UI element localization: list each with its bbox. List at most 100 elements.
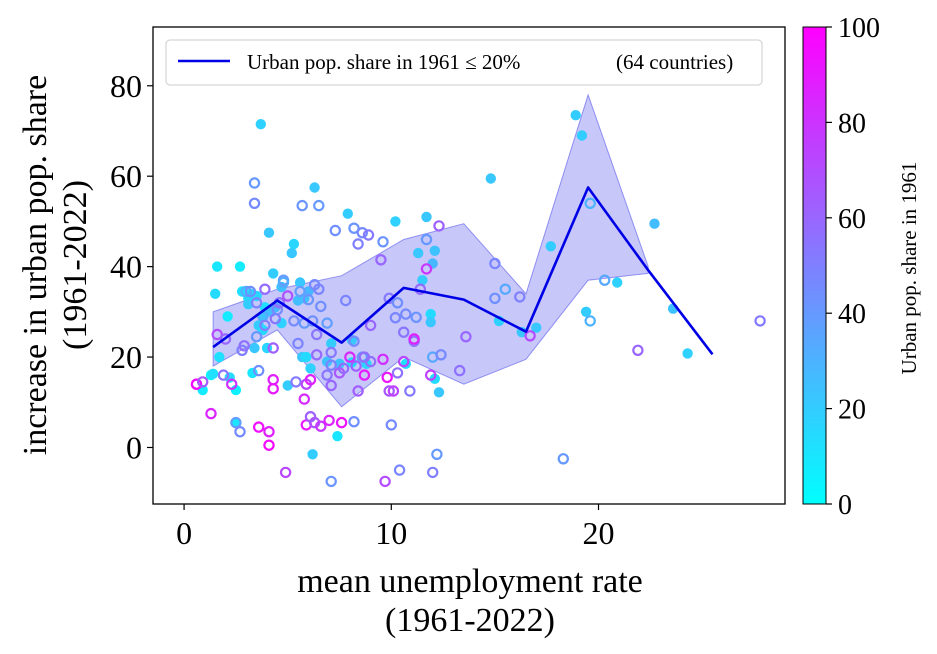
- scatter-point-filled: [580, 306, 592, 317]
- scatter-point-hollow: [290, 376, 302, 388]
- scatter-point-hollow: [282, 290, 294, 302]
- scatter-point-hollow: [454, 364, 466, 377]
- scatter-point-hollow: [379, 475, 391, 488]
- colorbar-tick-label: 0: [838, 490, 852, 521]
- plot-frame: [152, 26, 786, 505]
- scatter-point-hollow: [340, 294, 352, 307]
- scatter-point-hollow: [292, 337, 304, 350]
- scatter-point-filled: [234, 261, 246, 272]
- scatter-point-hollow: [348, 416, 360, 428]
- legend: Urban pop. share in 1961 ≤ 20% (64 count…: [165, 39, 763, 86]
- scatter-point-hollow: [240, 285, 252, 298]
- scatter-point-hollow: [325, 475, 337, 488]
- scatter-point-filled: [417, 275, 428, 286]
- scatter-point-hollow: [250, 297, 263, 309]
- colorbar-tick-label: 60: [838, 204, 866, 235]
- scatter-point-hollow: [404, 385, 416, 397]
- scatter-point-hollow: [325, 346, 337, 359]
- scatter-point-hollow: [377, 353, 389, 365]
- scatter-point-hollow: [288, 315, 300, 327]
- scatter-point-hollow: [219, 333, 232, 345]
- scatter-point-filled: [210, 288, 221, 299]
- scatter-point-hollow: [489, 292, 501, 304]
- scatter-point-hollow: [253, 421, 265, 433]
- scatter-point-hollow: [267, 383, 279, 395]
- scatter-point-hollow: [435, 349, 447, 361]
- scatter-point-hollow: [420, 263, 433, 275]
- colorbar-tick-label: 100: [838, 13, 880, 44]
- scatter-point-filled: [576, 130, 588, 141]
- scatter-point-filled: [305, 363, 316, 374]
- scatter-point-filled: [390, 216, 401, 227]
- scatter-point-hollow: [259, 283, 271, 295]
- scatter-point-filled: [433, 387, 445, 398]
- scatter-point-hollow: [248, 177, 261, 189]
- scatter-point-hollow: [259, 319, 271, 332]
- scatter-point-hollow: [348, 222, 360, 234]
- scatter-point-hollow: [398, 326, 410, 338]
- scatter-point-hollow: [362, 229, 375, 241]
- scatter-point-filled: [212, 261, 223, 272]
- colorbar-label: Urban pop. share in 1961: [897, 162, 921, 375]
- scatter-point-hollow: [205, 407, 217, 420]
- scatter-point-hollow: [364, 319, 377, 332]
- x-tick-label: 0: [176, 515, 192, 551]
- scatter-point-hollow: [211, 328, 223, 341]
- scatter-point-hollow: [217, 369, 230, 381]
- scatter-point-hollow: [238, 340, 250, 352]
- scatter-point-filled: [421, 211, 432, 223]
- scatter-point-hollow: [315, 420, 327, 432]
- scatter-point-filled: [222, 311, 233, 322]
- scatter-point-hollow: [248, 197, 261, 209]
- series-line: [212, 186, 714, 356]
- scatter-point-hollow: [389, 312, 402, 324]
- scatter-point-hollow: [337, 362, 350, 375]
- scatter-point-filled: [427, 258, 438, 269]
- scatter-point-hollow: [304, 374, 317, 386]
- scatter-point-hollow: [313, 199, 325, 212]
- scatter-point-filled: [263, 227, 275, 238]
- legend-count: (64 countries): [616, 50, 733, 74]
- scatter-point-hollow: [344, 351, 356, 363]
- scatter-point-filled: [429, 245, 440, 256]
- scatter-point-hollow: [352, 385, 364, 397]
- scatter-point-hollow: [311, 349, 323, 361]
- scatter-point-hollow: [420, 233, 433, 246]
- scatter-point-hollow: [387, 385, 400, 397]
- scatter-point-hollow: [431, 448, 443, 460]
- scatter-point-filled: [413, 247, 424, 259]
- scatter-point-hollow: [393, 464, 406, 476]
- scatter-point-filled: [247, 367, 258, 379]
- scatter-point-hollow: [253, 364, 265, 377]
- scatter-point-hollow: [377, 236, 389, 248]
- scatter-point-hollow: [329, 224, 341, 237]
- scatter-point-filled: [425, 308, 436, 320]
- scatter-point-hollow: [391, 367, 404, 379]
- scatter-point-hollow: [398, 355, 410, 368]
- scatter-point-filled: [649, 218, 660, 229]
- scatter-point-hollow: [323, 414, 335, 427]
- y-axis-label-line1: increase in urban pop. share: [17, 75, 54, 455]
- scatter-point-filled: [400, 358, 411, 369]
- scatter-point-hollow: [599, 274, 611, 286]
- scatter-point-hollow: [311, 328, 323, 341]
- scatter-point-filled: [288, 238, 300, 250]
- scatter-point-hollow: [190, 378, 203, 390]
- scatter-point-filled: [570, 110, 581, 121]
- scatter-point-hollow: [267, 342, 279, 354]
- scatter-point-filled: [545, 241, 556, 252]
- scatter-point-filled: [249, 342, 260, 354]
- scatter-point-hollow: [230, 416, 242, 429]
- x-axis-label-line1: mean unemployment rate: [297, 563, 643, 600]
- scatter-point-hollow: [584, 315, 596, 327]
- scatter-point-filled: [332, 431, 343, 442]
- scatter-point-filled: [612, 277, 623, 288]
- scatter-point-filled: [425, 317, 436, 328]
- scatter-point-hollow: [427, 466, 439, 479]
- scatter-point-hollow: [263, 439, 275, 451]
- scatter-point-hollow: [325, 359, 337, 371]
- scatter-point-filled: [342, 208, 353, 219]
- scatter-point-hollow: [391, 297, 404, 309]
- scatter-point-filled: [207, 368, 219, 379]
